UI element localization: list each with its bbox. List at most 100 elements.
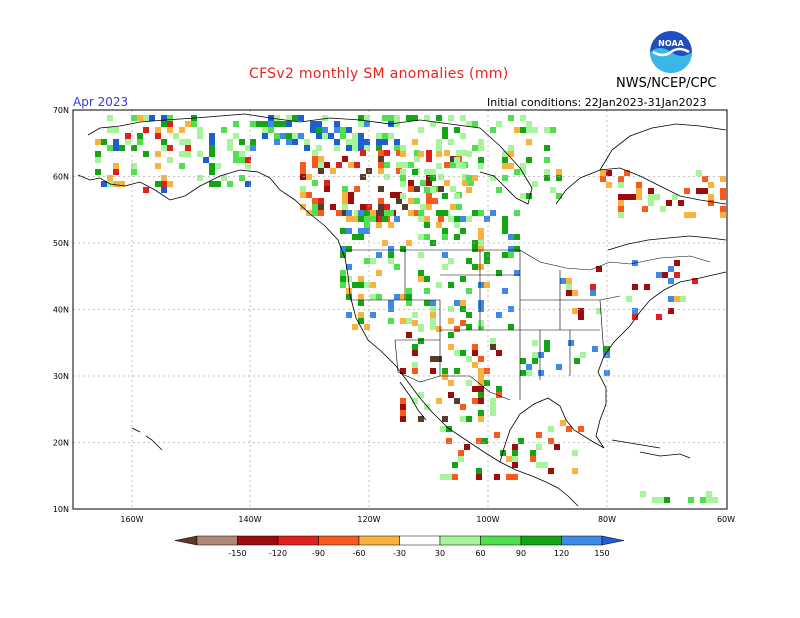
anomaly-cell xyxy=(378,216,384,222)
anomaly-cell xyxy=(388,115,394,121)
anomaly-cell xyxy=(197,151,203,157)
anomaly-cell xyxy=(376,145,382,151)
anomaly-cell xyxy=(215,181,221,187)
anomaly-cell xyxy=(414,198,420,204)
colorbar-segment xyxy=(358,535,400,546)
anomaly-cell xyxy=(370,282,376,288)
anomaly-cell xyxy=(394,216,400,222)
anomaly-cell xyxy=(578,308,584,314)
anomaly-cell xyxy=(618,182,624,188)
anomaly-cell xyxy=(167,115,173,121)
anomaly-cell xyxy=(346,228,352,234)
anomaly-cell xyxy=(227,139,233,145)
anomaly-cell xyxy=(456,150,462,156)
anomaly-cell xyxy=(514,210,520,216)
anomaly-cell xyxy=(496,392,502,398)
anomaly-cell xyxy=(358,121,364,127)
anomaly-cell xyxy=(161,181,167,187)
anomaly-cell xyxy=(420,204,426,210)
colorbar-segment xyxy=(237,535,279,546)
anomaly-cell xyxy=(268,121,274,127)
anomaly-cell xyxy=(532,358,538,364)
colorbar-min-arrow xyxy=(174,535,198,546)
anomaly-cell xyxy=(358,312,364,318)
anomaly-cell xyxy=(478,410,484,416)
anomaly-cell xyxy=(600,176,606,182)
anomaly-cell xyxy=(484,216,490,222)
anomaly-cell xyxy=(424,169,430,175)
anomaly-cell xyxy=(720,188,726,194)
anomaly-cell xyxy=(436,282,442,288)
anomaly-cell xyxy=(245,145,251,151)
anomaly-cell xyxy=(426,156,432,162)
anomaly-cell xyxy=(618,212,624,218)
anomaly-cell xyxy=(424,216,430,222)
anomaly-cell xyxy=(460,133,466,139)
anomaly-cell xyxy=(642,206,648,212)
anomaly-cell xyxy=(340,127,346,133)
anomaly-cell xyxy=(720,176,726,182)
anomaly-cell xyxy=(191,121,197,127)
anomaly-cell xyxy=(456,162,462,168)
anomaly-cell xyxy=(167,121,173,127)
anomaly-cell xyxy=(526,121,532,127)
anomaly-cell xyxy=(624,194,630,200)
anomaly-cell xyxy=(448,115,454,121)
anomaly-cell xyxy=(197,175,203,181)
anomaly-cell xyxy=(245,157,251,163)
state-borders xyxy=(345,249,711,401)
anomaly-cell xyxy=(426,150,432,156)
anomaly-cell xyxy=(400,169,406,175)
anomaly-cell xyxy=(536,432,542,438)
anomaly-cell xyxy=(472,344,478,350)
anomaly-cell xyxy=(185,151,191,157)
anomaly-cell xyxy=(632,314,638,320)
anomaly-cell xyxy=(424,234,430,240)
latitude-label: 70N xyxy=(53,106,69,115)
anomaly-cell xyxy=(388,300,394,306)
anomaly-cell xyxy=(384,162,390,168)
anomaly-cell xyxy=(95,169,101,175)
anomaly-cell xyxy=(388,210,394,216)
anomaly-cell xyxy=(364,222,370,228)
anomaly-cell xyxy=(532,340,538,346)
colorbar-segment xyxy=(561,535,603,546)
anomaly-cell xyxy=(185,145,191,151)
anomaly-cell xyxy=(596,308,602,314)
anomaly-cell xyxy=(300,174,306,180)
longitude-label: 120W xyxy=(357,515,380,524)
anomaly-cell xyxy=(472,386,478,392)
anomaly-cell xyxy=(490,344,496,350)
anomaly-cell xyxy=(406,318,412,324)
anomaly-cell xyxy=(322,115,328,121)
anomaly-cell xyxy=(340,270,346,276)
anomaly-cell xyxy=(418,252,424,258)
anomaly-cell xyxy=(360,174,366,180)
anomaly-cell xyxy=(418,234,424,240)
anomaly-cell xyxy=(572,290,578,296)
anomaly-cell xyxy=(239,157,245,163)
anomaly-cell xyxy=(137,115,143,121)
anomaly-cell xyxy=(286,133,292,139)
anomaly-cell xyxy=(388,306,394,312)
anomaly-cell xyxy=(514,127,520,133)
anomaly-cell xyxy=(382,133,388,139)
anomaly-cell xyxy=(304,145,310,151)
colorbar-label: -90 xyxy=(312,549,325,558)
anomaly-cell xyxy=(590,290,596,296)
anomaly-cell xyxy=(424,288,430,294)
anomaly-cell xyxy=(209,151,215,157)
anomaly-cell xyxy=(508,151,514,157)
anomaly-cell xyxy=(292,115,298,121)
anomaly-cell xyxy=(448,344,454,350)
anomaly-cell xyxy=(424,187,430,193)
anomaly-cell xyxy=(358,139,364,145)
anomaly-cell xyxy=(388,258,394,264)
anomaly-cell xyxy=(454,222,460,228)
anomaly-cell xyxy=(384,204,390,210)
anomaly-cell xyxy=(460,276,466,282)
anomaly-cell xyxy=(502,222,508,228)
anomaly-cell xyxy=(346,145,352,151)
anomaly-cell xyxy=(690,212,696,218)
anomaly-cell xyxy=(370,312,376,318)
